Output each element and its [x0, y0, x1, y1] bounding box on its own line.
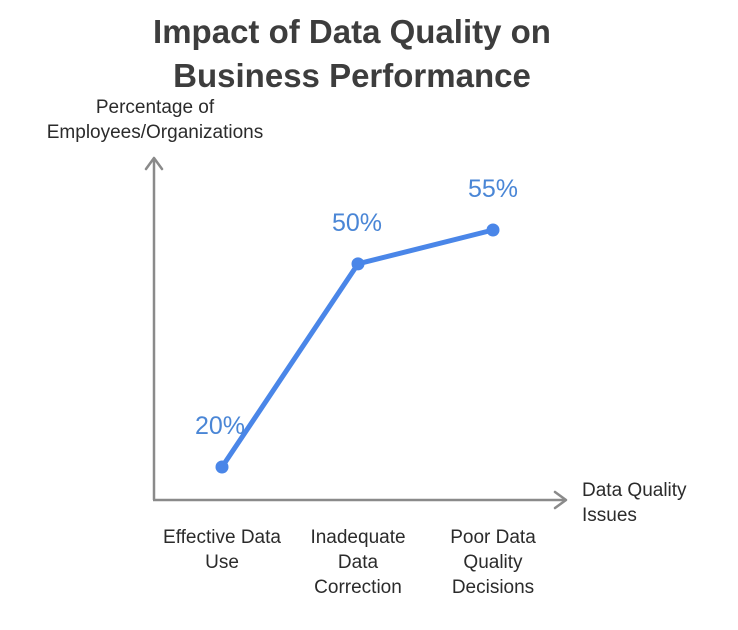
x-tick-labels: Effective Data Use Inadequate Data Correctio… — [163, 527, 536, 598]
data-label: 55% — [468, 175, 518, 203]
x-axis-label-line-2: Issues — [582, 505, 637, 526]
axes — [144, 156, 568, 510]
x-tick-label: Effective Data — [163, 527, 281, 548]
x-axis-label-line-1: Data Quality — [582, 480, 687, 501]
x-axis-label: Data Quality Issues — [582, 480, 687, 526]
x-tick-label: Decisions — [452, 577, 534, 598]
x-tick-label: Quality — [463, 552, 523, 573]
y-axis-label-line-2: Employees/Organizations — [47, 122, 264, 143]
data-point — [351, 257, 365, 271]
data-point — [215, 460, 229, 474]
x-tick-label: Inadequate — [310, 527, 405, 548]
y-axis-label-line-1: Percentage of — [96, 97, 215, 118]
data-labels: 20% 50% 55% — [195, 175, 518, 440]
data-point — [486, 223, 500, 237]
y-axis-arrowhead — [144, 156, 164, 171]
series-line — [215, 223, 500, 474]
data-label: 50% — [332, 209, 382, 237]
x-axis-arrowhead — [553, 490, 568, 510]
x-tick-label: Correction — [314, 577, 402, 598]
data-label: 20% — [195, 412, 245, 440]
chart-title-line-2: Business Performance — [173, 57, 531, 94]
y-axis-label: Percentage of Employees/Organizations — [47, 97, 264, 143]
x-tick-label: Data — [338, 552, 379, 573]
chart-title-line-1: Impact of Data Quality on — [153, 13, 551, 50]
x-tick-label: Use — [205, 552, 239, 573]
x-tick-label: Poor Data — [450, 527, 536, 548]
chart-title: Impact of Data Quality on Business Perfo… — [153, 13, 551, 94]
